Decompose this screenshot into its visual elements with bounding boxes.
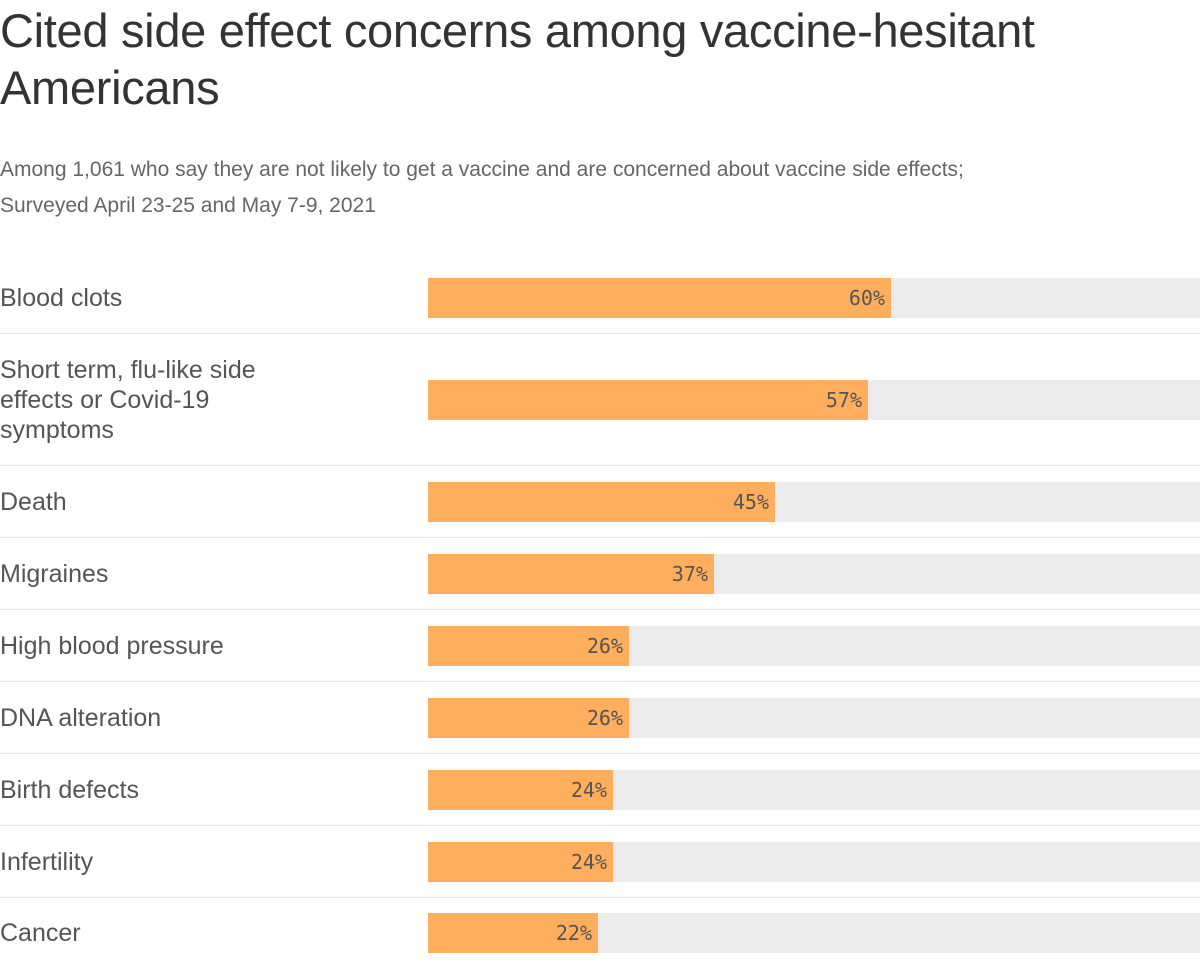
- bar-track: 37%: [428, 554, 1200, 594]
- bar: 26%: [428, 698, 629, 738]
- bar-track: 57%: [428, 380, 1200, 420]
- bar: 57%: [428, 380, 868, 420]
- bar-value-label: 57%: [825, 388, 862, 412]
- bar: 60%: [428, 278, 891, 318]
- bar: 22%: [428, 913, 598, 953]
- bar-value-label: 24%: [570, 850, 607, 874]
- bar-track: 24%: [428, 770, 1200, 810]
- bar-row: Cancer 22%: [0, 898, 1200, 968]
- bar-row: Short term, flu-like side effects or Cov…: [0, 334, 1200, 466]
- category-label: Short term, flu-like side effects or Cov…: [0, 355, 256, 444]
- bar-track: 60%: [428, 278, 1200, 318]
- bar-row: Birth defects 24%: [0, 754, 1200, 826]
- bar-chart: Blood clots 60% Short term, flu-like side …: [0, 262, 1200, 968]
- bar-row: High blood pressure 26%: [0, 610, 1200, 682]
- category-label: Migraines: [0, 559, 109, 588]
- category-label: High blood pressure: [0, 631, 224, 660]
- bar-row: Blood clots 60%: [0, 262, 1200, 334]
- category-label: Birth defects: [0, 775, 139, 804]
- category-label: Blood clots: [0, 283, 123, 312]
- bar-track: 26%: [428, 626, 1200, 666]
- category-label: Cancer: [0, 919, 81, 947]
- subtitle-line-1: Among 1,061 who say they are not likely …: [0, 158, 964, 181]
- bar: 24%: [428, 842, 613, 882]
- bar-value-label: 22%: [555, 921, 592, 945]
- bar-track: 22%: [428, 913, 1200, 953]
- chart-subtitle: Among 1,061 who say they are not likely …: [0, 152, 1190, 224]
- chart-title: Cited side effect concerns among vaccine…: [0, 4, 1035, 114]
- bar-value-label: 45%: [732, 490, 769, 514]
- bar-value-label: 26%: [586, 634, 623, 658]
- bar-track: 26%: [428, 698, 1200, 738]
- category-label: Death: [0, 487, 67, 516]
- bar: 37%: [428, 554, 714, 594]
- category-label: Infertility: [0, 847, 94, 876]
- bar-track: 24%: [428, 842, 1200, 882]
- bar-row: Death 45%: [0, 466, 1200, 538]
- bar-value-label: 37%: [671, 562, 708, 586]
- bar-value-label: 24%: [570, 778, 607, 802]
- bar: 45%: [428, 482, 775, 522]
- bar: 24%: [428, 770, 613, 810]
- bar-value-label: 60%: [848, 286, 885, 310]
- category-label: DNA alteration: [0, 703, 162, 732]
- bar: 26%: [428, 626, 629, 666]
- bar-row: Migraines 37%: [0, 538, 1200, 610]
- bar-row: Infertility 24%: [0, 826, 1200, 898]
- subtitle-line-2: Surveyed April 23-25 and May 7-9, 2021: [0, 194, 376, 217]
- bar-track: 45%: [428, 482, 1200, 522]
- bar-value-label: 26%: [586, 706, 623, 730]
- bar-row: DNA alteration 26%: [0, 682, 1200, 754]
